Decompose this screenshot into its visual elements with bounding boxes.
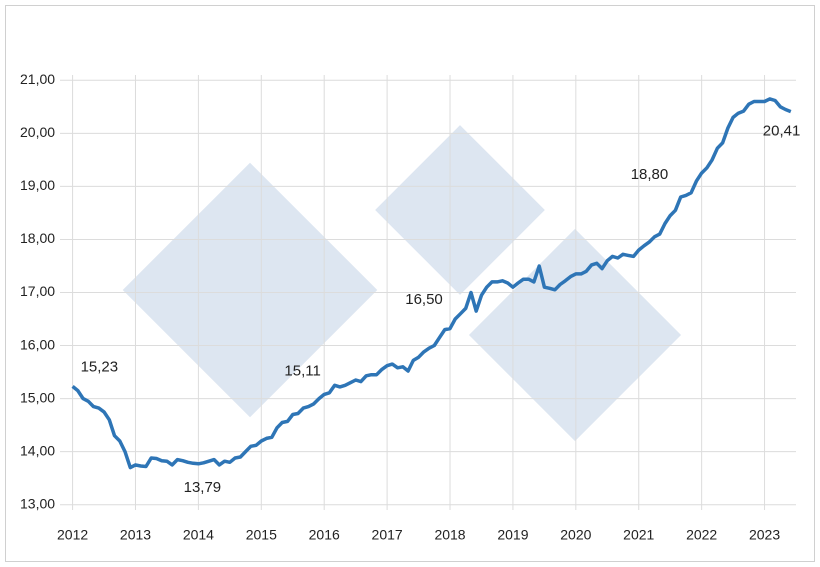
x-tick-label: 2021 bbox=[623, 527, 654, 543]
x-tick-label: 2013 bbox=[120, 527, 151, 543]
x-tick-label: 2020 bbox=[560, 527, 591, 543]
x-tick-label: 2017 bbox=[372, 527, 403, 543]
y-tick-label: 14,00 bbox=[20, 442, 55, 458]
x-tick-label: 2019 bbox=[497, 527, 528, 543]
x-tick-label: 2023 bbox=[749, 527, 780, 543]
line bbox=[71, 97, 792, 470]
x-tick-label: 2018 bbox=[434, 527, 465, 543]
x-tick-label: 2016 bbox=[309, 527, 340, 543]
y-tick-label: 17,00 bbox=[20, 283, 55, 299]
y-tick-label: 19,00 bbox=[20, 177, 55, 193]
plot-area: 13,00 14,00 15,00 16,00 17,00 18,00 19,00 20,00… bbox=[20, 71, 800, 543]
x-tick-label: 2015 bbox=[246, 527, 277, 543]
y-tick-label: 13,00 bbox=[20, 495, 55, 511]
y-tick-label: 16,00 bbox=[20, 336, 55, 352]
y-tick-label: 15,00 bbox=[20, 389, 55, 405]
annotation: 15,11 bbox=[284, 363, 320, 380]
frame bbox=[5, 5, 815, 562]
annotation: 15,23 bbox=[81, 358, 119, 375]
y-tick-label: 18,00 bbox=[20, 230, 55, 246]
x-tick-label: 2014 bbox=[183, 527, 214, 543]
y-tick-label: 21,00 bbox=[20, 71, 55, 87]
x-tick-label: 2012 bbox=[57, 527, 88, 543]
annotation: 20,41 bbox=[763, 123, 801, 140]
x-tick-label: 2022 bbox=[686, 527, 717, 543]
y-tick-label: 20,00 bbox=[20, 124, 55, 140]
annotation: 16,50 bbox=[405, 291, 443, 308]
annotation: 18,80 bbox=[631, 166, 669, 183]
annotation: 13,79 bbox=[184, 479, 222, 496]
